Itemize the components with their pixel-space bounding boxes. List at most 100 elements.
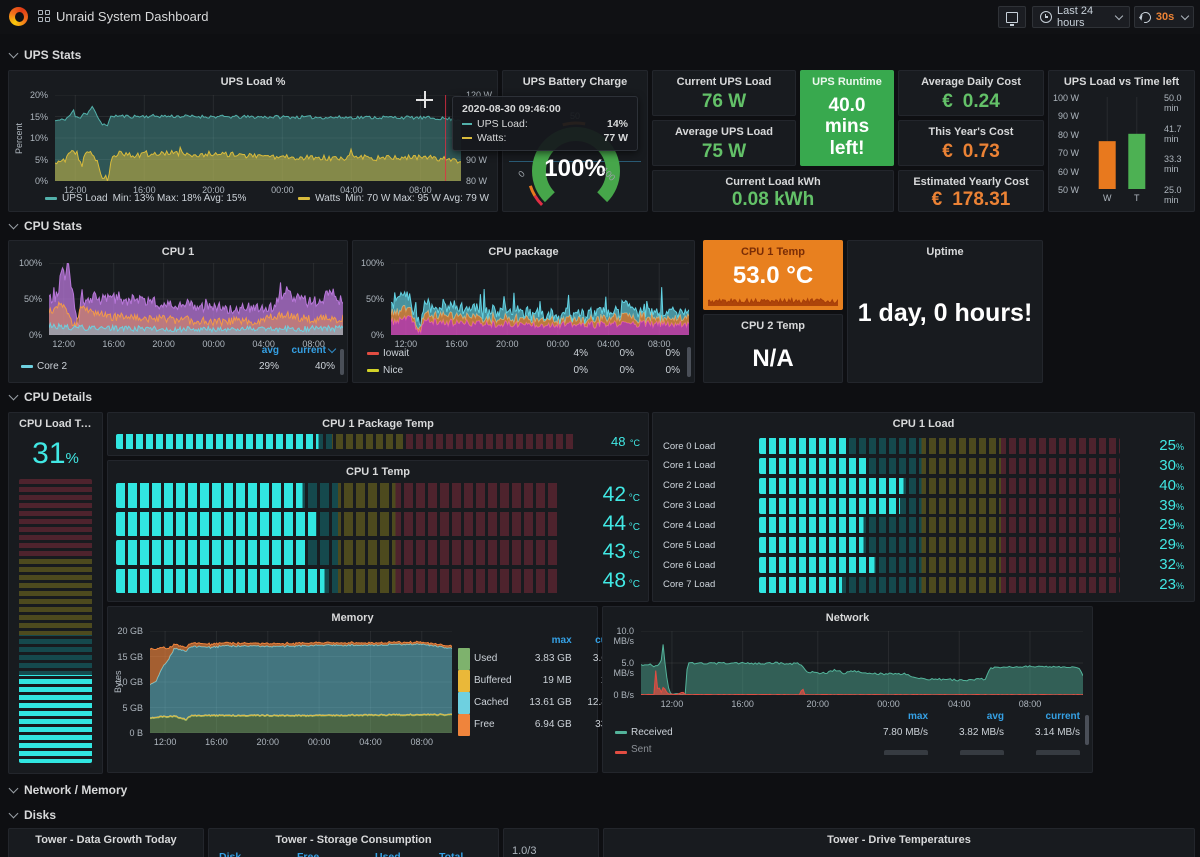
panel-title[interactable]: UPS Battery Charge bbox=[522, 76, 628, 88]
value-unit: % bbox=[1175, 541, 1184, 552]
y2-axis-tick: 33.3 min bbox=[1164, 154, 1182, 175]
gauge-value: 29% bbox=[1120, 536, 1184, 554]
panel-title[interactable]: Memory bbox=[331, 612, 374, 624]
panel-title[interactable]: Current Load kWh bbox=[725, 176, 821, 188]
panel-title[interactable]: This Year's Cost bbox=[928, 126, 1014, 138]
section-disks[interactable]: Disks bbox=[8, 808, 56, 822]
table-header-free[interactable]: Free bbox=[297, 851, 320, 857]
core-label: Core 2 Load bbox=[663, 480, 716, 492]
stat-value: €0.73 bbox=[899, 141, 1043, 163]
legend-label[interactable]: Used bbox=[474, 653, 498, 664]
panel-title[interactable]: CPU 1 Package Temp bbox=[322, 418, 434, 430]
panel-title[interactable]: Uptime bbox=[926, 246, 964, 258]
legend-scrollbar[interactable] bbox=[687, 347, 691, 377]
grafana-logo-icon[interactable] bbox=[9, 7, 28, 26]
legend-column-header[interactable]: current bbox=[279, 343, 337, 358]
ups-load-chart[interactable] bbox=[54, 94, 462, 183]
lcd-gauge bbox=[116, 483, 560, 508]
cpu1-chart[interactable] bbox=[48, 261, 344, 336]
panel-current-load-kwh: Current Load kWh 0.08 kWh bbox=[652, 170, 894, 212]
legend-label[interactable]: Watts bbox=[315, 193, 341, 204]
panel-title[interactable]: CPU 1 Temp bbox=[346, 466, 410, 478]
panel-title[interactable]: Tower - Drive Temperatures bbox=[827, 834, 971, 846]
value-unit: °C bbox=[626, 521, 640, 533]
panel-title[interactable]: Network bbox=[825, 612, 870, 624]
gauge-value: 100% bbox=[544, 155, 606, 182]
panel-title[interactable]: CPU package bbox=[488, 246, 559, 258]
section-label: Network / Memory bbox=[24, 783, 128, 797]
section-cpu-stats[interactable]: CPU Stats bbox=[8, 219, 82, 233]
lcd-gauge bbox=[116, 540, 560, 565]
y-axis-tick: 15% bbox=[29, 111, 48, 122]
kiosk-mode-button[interactable] bbox=[998, 6, 1026, 28]
legend-column-header[interactable]: current bbox=[1045, 711, 1080, 722]
legend-label[interactable]: Nice bbox=[383, 365, 404, 376]
legend-label[interactable]: Sent bbox=[631, 744, 652, 755]
panel-title[interactable]: CPU 1 Temp bbox=[741, 246, 805, 258]
panel-title[interactable]: UPS Load % bbox=[220, 76, 286, 88]
currency-symbol: € bbox=[942, 91, 953, 112]
network-chart[interactable] bbox=[640, 630, 1084, 696]
x-axis-tick: 20:00 bbox=[256, 737, 280, 747]
dashboards-grid-icon[interactable] bbox=[38, 10, 50, 22]
legend-label[interactable]: Received bbox=[631, 727, 673, 738]
x-axis-tick: 12:00 bbox=[660, 699, 684, 709]
legend-scrollbar[interactable] bbox=[1085, 715, 1089, 745]
time-range-picker[interactable]: Last 24 hours bbox=[1032, 5, 1130, 29]
section-cpu-details[interactable]: CPU Details bbox=[8, 390, 92, 404]
chevron-down-icon bbox=[8, 808, 19, 819]
panel-cpu1-temp-bars: CPU 1 Temp 42 °C 44 °C 43 °C 48 °C bbox=[107, 460, 649, 602]
x-axis-tick: 20:00 bbox=[806, 699, 830, 709]
panel-title[interactable]: CPU 1 bbox=[161, 246, 195, 258]
panel-title[interactable]: CPU 2 Temp bbox=[741, 320, 805, 332]
legend-value: 29% bbox=[258, 361, 279, 372]
legend-label[interactable]: Core 2 bbox=[37, 361, 68, 372]
section-network-memory[interactable]: Network / Memory bbox=[8, 783, 128, 797]
panel-title[interactable]: Tower - Data Growth Today bbox=[35, 834, 177, 846]
legend-scrollbar[interactable] bbox=[340, 349, 344, 375]
legend-label[interactable]: UPS Load bbox=[62, 193, 108, 204]
panel-title[interactable]: UPS Load vs Time left bbox=[1063, 76, 1180, 88]
panel-title[interactable]: Current UPS Load bbox=[676, 76, 772, 88]
legend-column-header[interactable]: avg bbox=[261, 345, 279, 356]
value-number: 44 bbox=[602, 511, 626, 535]
refresh-picker[interactable]: 30s bbox=[1134, 6, 1194, 28]
panel-title[interactable]: Tower - Storage Consumption bbox=[275, 834, 432, 846]
x-axis-tick: 04:00 bbox=[947, 699, 971, 709]
x-axis-tick: 16:00 bbox=[102, 339, 125, 349]
legend-column-header[interactable]: max bbox=[907, 711, 928, 722]
panel-title[interactable]: Average UPS Load bbox=[674, 126, 773, 138]
memory-chart[interactable] bbox=[149, 630, 453, 734]
lcd-gauge bbox=[759, 497, 1120, 514]
legend-label[interactable]: Cached bbox=[474, 697, 509, 708]
x-axis-tick: 08:00 bbox=[410, 737, 434, 747]
lcd-gauge bbox=[759, 457, 1120, 474]
legend-label[interactable]: Free bbox=[474, 719, 495, 730]
legend-value: 0% bbox=[665, 365, 680, 376]
table-header-disk[interactable]: Disk bbox=[219, 851, 242, 857]
x-axis-tick: T bbox=[1134, 193, 1140, 203]
legend-column-header[interactable]: max bbox=[551, 635, 572, 646]
x-axis-tick: 00:00 bbox=[877, 699, 900, 709]
gauge-value: 44 °C bbox=[560, 512, 640, 536]
cpu-package-chart[interactable] bbox=[390, 262, 690, 336]
panel-title[interactable]: Average Daily Cost bbox=[921, 76, 1021, 88]
stat-value: 75 W bbox=[701, 141, 747, 162]
table-header-total[interactable]: Total bbox=[439, 851, 464, 857]
tooltip-label: UPS Load: bbox=[477, 118, 528, 130]
panel-title[interactable]: UPS Runtime bbox=[812, 76, 882, 88]
y-axis-tick: 5% bbox=[34, 154, 48, 165]
panel-title[interactable]: Estimated Yearly Cost bbox=[913, 176, 1029, 188]
legend-label[interactable]: Buffered bbox=[474, 675, 512, 686]
panel-title[interactable]: CPU Load Total bbox=[19, 418, 101, 430]
legend-column-header[interactable]: avg bbox=[986, 711, 1004, 722]
y-axis-label: Percent bbox=[14, 122, 24, 154]
legend-label[interactable]: Iowait bbox=[383, 348, 410, 359]
table-header-used[interactable]: Used bbox=[375, 851, 401, 857]
panel-title[interactable]: CPU 1 Load bbox=[892, 418, 955, 430]
dashboard-title[interactable]: Unraid System Dashboard bbox=[56, 9, 209, 24]
section-ups-stats[interactable]: UPS Stats bbox=[8, 48, 81, 62]
stat-value: 40.0 mins left! bbox=[824, 95, 870, 159]
y-axis-tick: 0% bbox=[370, 330, 384, 340]
top-navbar: Unraid System Dashboard Last 24 hours 30… bbox=[0, 0, 1200, 34]
